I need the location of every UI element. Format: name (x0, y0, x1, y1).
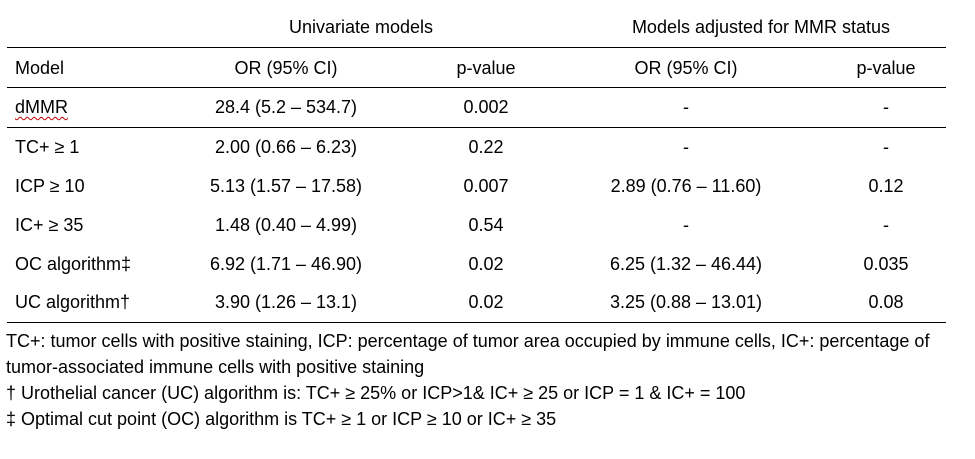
p-univariate-cell: 0.02 (468, 292, 504, 312)
p-univariate-cell: 0.007 (463, 176, 509, 196)
p-adjusted-cell: 0.08 (868, 292, 904, 312)
p-univariate-cell: 0.002 (463, 97, 509, 117)
header-divider-top (7, 47, 946, 48)
footnote-uc-algorithm: † Urothelial cancer (UC) algorithm is: T… (6, 383, 746, 403)
or-univariate-cell: 3.90 (1.26 – 13.1) (214, 292, 358, 312)
row-label: ICP ≥ 10 (15, 176, 85, 196)
table-row: dMMR 28.4 (5.2 – 534.7) 0.002 - - (7, 88, 946, 127)
p-univariate-cell: 0.02 (468, 254, 504, 274)
p-adjusted-cell: - (883, 137, 889, 157)
row-label: TC+ ≥ 1 (15, 137, 80, 157)
or-univariate-cell: 6.92 (1.71 – 46.90) (209, 254, 363, 274)
or-adjusted-cell: 3.25 (0.88 – 13.01) (609, 292, 763, 312)
table-row: ICP ≥ 10 5.13 (1.57 – 17.58) 0.007 2.89 … (7, 167, 946, 206)
footnotes: TC+: tumor cells with positive staining,… (6, 328, 961, 432)
table-row: TC+ ≥ 1 2.00 (0.66 – 6.23) 0.22 - - (7, 128, 946, 167)
row-divider (7, 127, 946, 128)
or-adjusted-cell: - (683, 215, 689, 235)
column-header-p-univariate: p-value (456, 58, 516, 78)
p-adjusted-cell: 0.035 (863, 254, 909, 274)
or-adjusted-cell: - (683, 137, 689, 157)
p-univariate-cell: 0.54 (468, 215, 504, 235)
footnote-abbreviations: TC+: tumor cells with positive staining,… (6, 331, 930, 377)
or-univariate-cell: 5.13 (1.57 – 17.58) (209, 176, 363, 196)
column-header-or-univariate: OR (95% CI) (234, 58, 338, 78)
or-adjusted-cell: - (683, 97, 689, 117)
column-header-or-adjusted: OR (95% CI) (634, 58, 738, 78)
footnote-oc-algorithm: ‡ Optimal cut point (OC) algorithm is TC… (6, 409, 557, 429)
p-adjusted-cell: - (883, 97, 889, 117)
column-header-model: Model (15, 58, 65, 78)
header-divider-bottom (7, 87, 946, 88)
or-univariate-cell: 2.00 (0.66 – 6.23) (214, 137, 358, 157)
group-header-row: Univariate models Models adjusted for MM… (7, 8, 946, 47)
p-univariate-cell: 0.22 (468, 137, 504, 157)
or-adjusted-cell: 6.25 (1.32 – 46.44) (609, 254, 763, 274)
column-header-p-adjusted: p-value (856, 58, 916, 78)
or-adjusted-cell: 2.89 (0.76 – 11.60) (610, 176, 762, 196)
row-label: UC algorithm† (15, 292, 131, 312)
or-univariate-cell: 1.48 (0.40 – 4.99) (214, 215, 358, 235)
row-label: OC algorithm‡ (15, 254, 132, 274)
table-row: IC+ ≥ 35 1.48 (0.40 – 4.99) 0.54 - - (7, 206, 946, 245)
table-row: UC algorithm† 3.90 (1.26 – 13.1) 0.02 3.… (7, 283, 946, 322)
group-header-adjusted: Models adjusted for MMR status (631, 17, 891, 37)
table-bottom-rule (7, 322, 946, 323)
row-label-text: dMMR (15, 97, 68, 117)
table-row: OC algorithm‡ 6.92 (1.71 – 46.90) 0.02 6… (7, 245, 946, 284)
p-adjusted-cell: 0.12 (868, 176, 904, 196)
row-label: dMMR (15, 88, 68, 127)
column-header-row: Model OR (95% CI) p-value OR (95% CI) p-… (7, 49, 946, 88)
row-label: IC+ ≥ 35 (15, 215, 84, 235)
p-adjusted-cell: - (883, 215, 889, 235)
or-univariate-cell: 28.4 (5.2 – 534.7) (214, 97, 358, 117)
group-header-univariate: Univariate models (288, 17, 434, 37)
